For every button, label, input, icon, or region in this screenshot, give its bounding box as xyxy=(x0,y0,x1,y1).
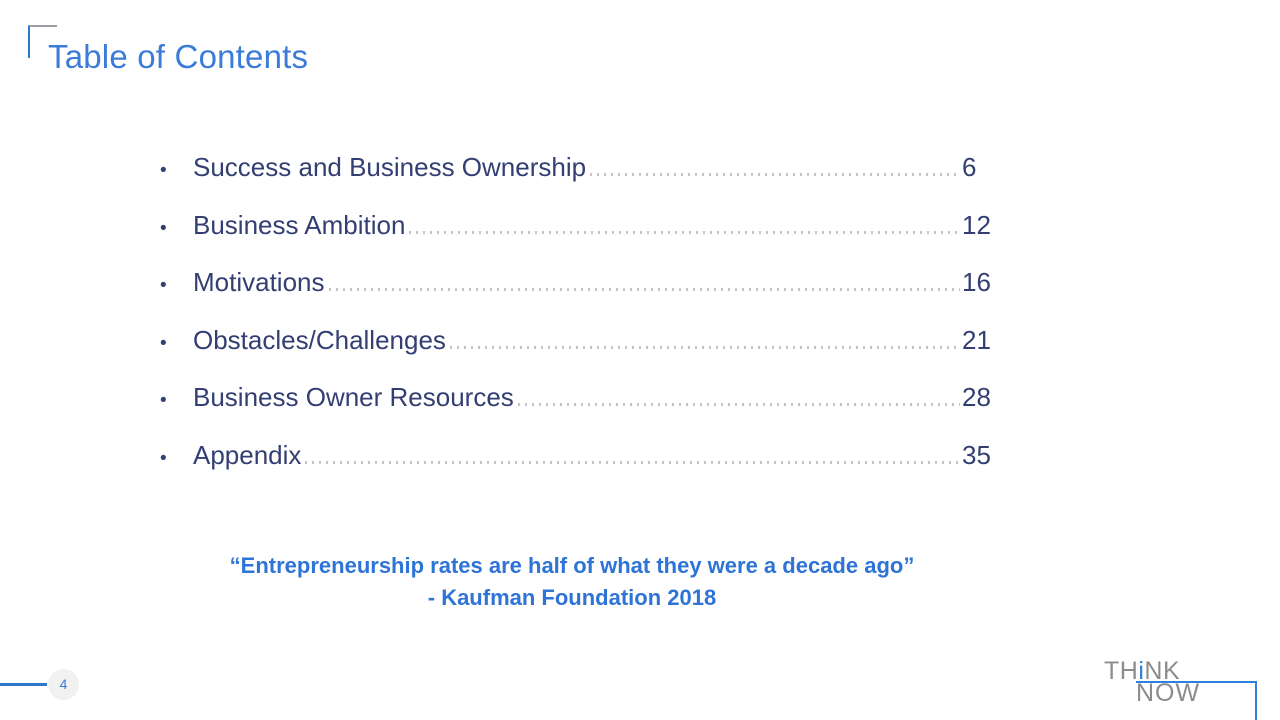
thinknow-logo-line1: THiNK xyxy=(1104,657,1180,686)
toc-item: Business Ambition 12 xyxy=(160,208,996,242)
logo-bracket-vertical-line xyxy=(1255,681,1257,720)
toc-item: Success and Business Ownership 6 xyxy=(160,150,996,184)
dotted-leader xyxy=(517,403,960,406)
toc-page-number: 28 xyxy=(962,382,991,412)
bullet-icon xyxy=(160,269,193,303)
dotted-leader xyxy=(328,288,960,291)
bullet-icon xyxy=(160,154,193,188)
toc-item: Business Owner Resources 28 xyxy=(160,380,996,414)
bullet-icon xyxy=(160,327,193,361)
footer-accent-line xyxy=(0,683,47,686)
logo-text-i: i xyxy=(1138,657,1145,685)
bullet-icon xyxy=(160,384,193,418)
toc-page-number: 21 xyxy=(962,324,991,355)
toc-item-label: Motivations xyxy=(193,267,325,297)
slide-title: Table of Contents xyxy=(48,38,309,75)
thinknow-logo-line2: NOW xyxy=(1136,679,1201,707)
toc-page-number: 6 xyxy=(962,152,977,182)
title-corner-bracket-icon xyxy=(28,25,57,58)
bullet-icon xyxy=(160,212,193,246)
toc-item-label: Business Ambition xyxy=(193,209,406,240)
logo-text-nk: NK xyxy=(1144,657,1181,685)
toc-item-label: Success and Business Ownership xyxy=(193,152,587,182)
dotted-leader xyxy=(449,345,960,349)
toc-page-number: 35 xyxy=(962,439,991,470)
toc-item-label: Business Owner Resources xyxy=(193,382,514,412)
toc-item-label: Obstacles/Challenges xyxy=(193,324,446,355)
slide-page-number-badge: 4 xyxy=(48,669,79,700)
toc-item: Appendix 35 xyxy=(160,438,996,472)
dotted-leader xyxy=(590,173,960,176)
logo-text-th: TH xyxy=(1104,657,1139,685)
quote-attribution: - Kaufman Foundation 2018 xyxy=(427,585,717,610)
toc-item: Obstacles/Challenges 21 xyxy=(160,323,996,357)
quote-line-1: “Entrepreneurship rates are half of what… xyxy=(229,553,915,578)
toc-item: Motivations 16 xyxy=(160,265,996,299)
dotted-leader xyxy=(409,230,960,234)
bullet-icon xyxy=(160,442,193,476)
toc-item-label: Appendix xyxy=(193,439,302,470)
toc-page-number: 12 xyxy=(962,209,991,240)
toc-page-number: 16 xyxy=(962,267,991,297)
dotted-leader xyxy=(305,460,960,464)
quote: “Entrepreneurship rates are half of what… xyxy=(180,550,964,614)
table-of-contents-list: Success and Business Ownership 6 Busines… xyxy=(160,150,996,495)
logo-bracket-horizontal-line xyxy=(1136,681,1257,683)
